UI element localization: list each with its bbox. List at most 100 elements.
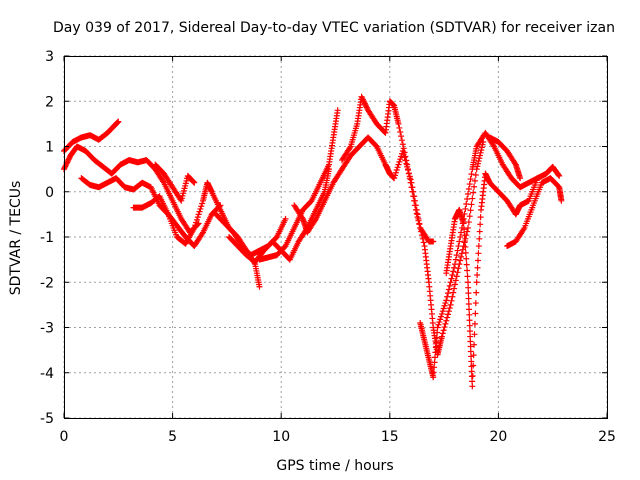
data-point (453, 252, 460, 259)
data-point (392, 169, 399, 176)
data-point (439, 308, 446, 315)
axis-ticks (63, 55, 608, 419)
data-point (469, 383, 476, 390)
series-arc-14 (504, 175, 565, 250)
data-point (199, 200, 206, 207)
data-point (256, 283, 263, 290)
data-point (438, 333, 445, 340)
data-point (403, 157, 410, 164)
data-point (477, 149, 484, 156)
data-point (447, 301, 454, 308)
data-point (418, 228, 425, 235)
x-tick-label: 0 (60, 429, 69, 445)
data-point (391, 175, 398, 182)
data-point (396, 124, 403, 131)
data-point (438, 313, 445, 320)
data-point (419, 235, 426, 242)
x-axis-label: GPS time / hours (276, 458, 393, 474)
data-point (411, 197, 418, 204)
data-point (464, 191, 471, 198)
data-point (455, 243, 462, 250)
data-point (477, 214, 484, 221)
data-point (445, 311, 452, 318)
data-point (441, 302, 448, 309)
data-point (451, 281, 458, 288)
data-point (334, 107, 341, 114)
data-point (520, 226, 527, 233)
data-point (470, 189, 477, 196)
y-axis-label: SDTVAR / TECUs (8, 181, 24, 296)
data-point (473, 289, 480, 296)
data-point (453, 273, 460, 280)
data-point (446, 305, 453, 312)
data-point (411, 202, 418, 209)
data-point (450, 289, 457, 296)
data-point (461, 238, 468, 245)
data-point (490, 142, 497, 149)
data-point (452, 277, 459, 284)
data-point (475, 243, 482, 250)
data-point (460, 220, 467, 227)
data-point (471, 341, 478, 348)
data-point (408, 184, 415, 191)
data-point (404, 161, 411, 168)
data-point (434, 324, 441, 331)
data-point (473, 279, 480, 286)
data-point (465, 290, 472, 297)
data-point (476, 228, 483, 235)
data-point (197, 205, 204, 212)
data-point (464, 224, 471, 231)
data-point (160, 178, 167, 185)
y-tick-label: 3 (45, 49, 54, 65)
data-point (461, 226, 468, 233)
data-point (474, 257, 481, 264)
data-point (466, 322, 473, 329)
data-point (441, 324, 448, 331)
data-point (464, 279, 471, 286)
data-point (466, 213, 473, 220)
data-point (445, 286, 452, 293)
data-point (195, 220, 202, 227)
data-point (363, 104, 370, 111)
data-point (447, 279, 454, 286)
x-tick-label: 10 (272, 429, 290, 445)
data-point (470, 352, 477, 359)
data-point (445, 308, 452, 315)
data-point (476, 235, 483, 242)
data-point (448, 275, 455, 282)
series-arc-13 (486, 134, 524, 182)
data-point (444, 314, 451, 321)
data-point (199, 230, 206, 237)
y-tick-label: -1 (40, 230, 54, 246)
data-point (465, 186, 472, 193)
data-point (412, 206, 419, 213)
data-point (191, 224, 198, 231)
data-point (464, 195, 471, 202)
data-point (405, 166, 412, 173)
data-point (282, 215, 289, 222)
chart-title: Day 039 of 2017, Sidereal Day-to-day VTE… (53, 20, 615, 36)
data-point (194, 214, 201, 221)
data-point (451, 261, 458, 268)
data-point (465, 219, 472, 226)
x-tick-label: 25 (598, 429, 616, 445)
data-point (465, 284, 472, 291)
data-point (409, 188, 416, 195)
data-point (395, 161, 402, 168)
y-tick-label: 2 (45, 94, 54, 110)
data-point (448, 297, 455, 304)
data-point (192, 222, 199, 229)
data-point (440, 327, 447, 334)
data-point (358, 93, 365, 100)
data-point (466, 317, 473, 324)
data-point (454, 247, 461, 254)
data-point (457, 234, 464, 240)
data-point (462, 205, 469, 212)
data-point (466, 306, 473, 313)
data-point (299, 214, 306, 221)
data-point (472, 172, 479, 179)
y-tick-label: -2 (40, 275, 54, 291)
data-point (62, 163, 69, 170)
data-point (471, 183, 478, 190)
data-point (436, 319, 443, 326)
